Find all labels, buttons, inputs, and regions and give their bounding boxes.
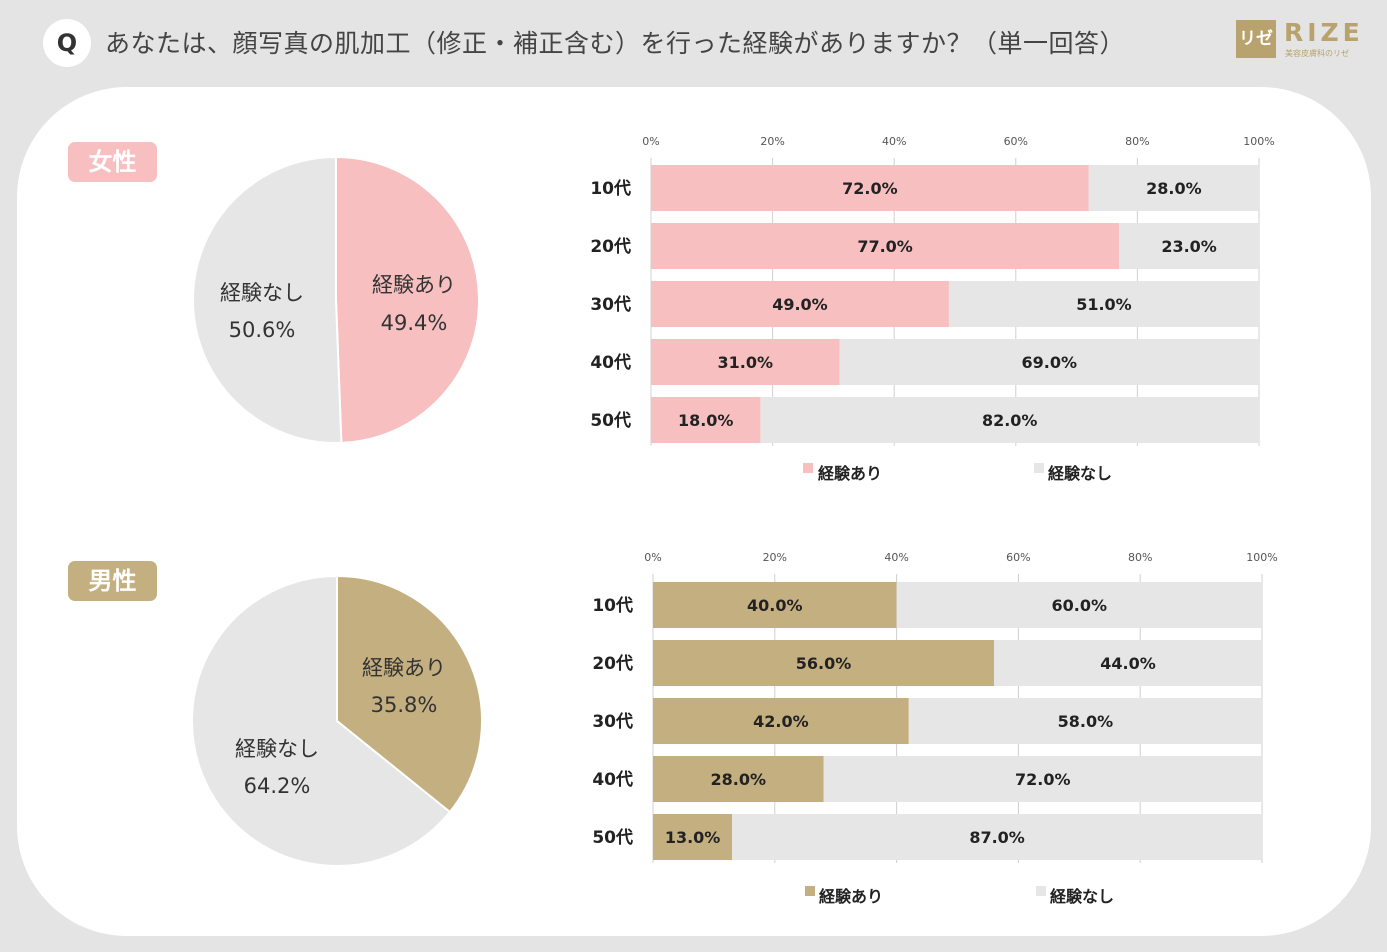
male-bar-legend-swatch-0 [805,886,815,896]
male-bar-tick-label-3: 60% [1006,551,1030,564]
female-bar-bar-0-0 [651,165,1089,211]
header: Q あなたは、顔写真の肌加工（修正・補正含む）を行った経験がありますか？（単一回… [0,0,1387,86]
male-bar-bar-label-1-2: 58.0% [1058,712,1114,731]
female-pie-slice-label-0: 経験あり [372,273,456,297]
male-bar-tick-label-2: 40% [884,551,908,564]
logo-mark: リゼ [1236,20,1276,58]
logo-name: RIZE [1284,18,1364,47]
female-bar-bar-label-1-1: 23.0% [1161,237,1217,256]
female-bar-tick-label-5: 100% [1243,135,1274,148]
female-bar-category-label-1: 20代 [590,236,631,257]
female-bar-category-label-4: 50代 [590,410,631,431]
female-pie-slice-1 [192,155,343,444]
female-bar-bar-1-0 [1088,165,1259,211]
male-pie-slice-label-0: 経験あり [362,656,446,680]
female-pie-slice-0 [335,155,480,444]
female-bar-bar-label-1-3: 69.0% [1021,353,1077,372]
female-bar-bar-0-1 [651,223,1120,269]
female-bar-legend-swatch-1 [1034,463,1044,473]
female-bar-tick-label-1: 20% [760,135,784,148]
male-bar-bar-label-0-2: 42.0% [753,712,809,731]
female-bar-bar-0-4 [651,397,761,443]
female-bar-category-label-0: 10代 [590,178,631,199]
female-bar-bar-label-0-2: 49.0% [772,295,828,314]
male-bar-bar-1-2 [908,698,1262,744]
male-bar-bar-label-1-3: 72.0% [1015,770,1071,789]
male-bar-bar-0-2 [653,698,909,744]
female-bar-category-label-2: 30代 [590,294,631,315]
q-badge: Q [43,19,91,67]
female-bar-bar-label-1-4: 82.0% [982,411,1038,430]
female-pie-slice-value-1: 50.6% [229,318,296,342]
female-bar-legend-label-0: 経験あり [818,464,882,483]
male-bar-bar-label-0-4: 13.0% [665,828,721,847]
male-bar-legend-label-1: 経験なし [1050,887,1114,906]
question-title: あなたは、顔写真の肌加工（修正・補正含む）を行った経験がありますか？（単一回答） [105,29,1126,58]
male-bar-bar-1-1 [994,640,1262,686]
female-bar-bar-label-0-4: 18.0% [678,411,734,430]
male-pie-slice-1 [191,574,452,867]
female-bar-legend-swatch-0 [803,463,813,473]
male-bar-bar-label-0-3: 28.0% [711,770,767,789]
female-label: 女性 [68,142,157,182]
male-bar-bar-0-4 [653,814,733,860]
brand-logo: リゼ RIZE 美容皮膚科のリゼ [1236,18,1376,60]
male-bar-tick-label-5: 100% [1246,551,1277,564]
male-bar-category-label-4: 50代 [592,827,633,848]
male-bar-category-label-0: 10代 [592,595,633,616]
female-bar-bar-1-2 [948,281,1259,327]
male-bar-legend-swatch-1 [1036,886,1046,896]
male-bar-bar-label-0-0: 40.0% [747,596,803,615]
female-bar-bar-1-1 [1119,223,1259,269]
female-bar-bar-label-1-0: 28.0% [1146,179,1202,198]
female-bar-bar-label-0-3: 31.0% [717,353,773,372]
male-bar-category-label-2: 30代 [592,711,633,732]
male-bar-category-label-3: 40代 [592,769,633,790]
female-bar-tick-label-3: 60% [1004,135,1028,148]
male-bar-bar-0-1 [653,640,995,686]
female-pie-slice-label-1: 経験なし [220,281,304,305]
male-bar-bar-1-0 [896,582,1262,628]
female-bar-category-label-3: 40代 [590,352,631,373]
female-bar-bar-label-0-1: 77.0% [857,237,913,256]
male-label: 男性 [68,561,157,601]
male-bar-category-label-1: 20代 [592,653,633,674]
male-bar-bar-0-3 [653,756,824,802]
male-bar-bar-label-0-1: 56.0% [796,654,852,673]
male-pie-slice-value-1: 64.2% [244,774,311,798]
female-bar-bar-0-3 [651,339,840,385]
female-bar-tick-label-0: 0% [642,135,659,148]
male-bar-bar-label-1-0: 60.0% [1052,596,1108,615]
male-bar-bar-label-1-4: 87.0% [969,828,1025,847]
male-bar-tick-label-4: 80% [1128,551,1152,564]
female-bar-tick-label-4: 80% [1125,135,1149,148]
logo-subtitle: 美容皮膚科のリゼ [1285,49,1349,58]
female-bar-bar-1-3 [839,339,1259,385]
female-bar-bar-0-2 [651,281,949,327]
female-bar-tick-label-2: 40% [882,135,906,148]
male-bar-legend-label-0: 経験あり [819,887,883,906]
male-bar-bar-label-1-1: 44.0% [1100,654,1156,673]
male-pie-slice-label-1: 経験なし [235,737,319,761]
male-bar-tick-label-1: 20% [763,551,787,564]
female-pie-slice-value-0: 49.4% [381,311,448,335]
male-pie-slice-0 [336,574,483,814]
male-bar-bar-0-0 [653,582,897,628]
male-bar-bar-1-4 [732,814,1262,860]
female-bar-bar-label-1-2: 51.0% [1076,295,1132,314]
male-bar-tick-label-0: 0% [644,551,661,564]
female-bar-bar-label-0-0: 72.0% [842,179,898,198]
female-bar-legend-label-1: 経験なし [1048,464,1112,483]
male-bar-bar-1-3 [823,756,1262,802]
male-pie-slice-value-0: 35.8% [371,693,438,717]
female-bar-bar-1-4 [760,397,1259,443]
